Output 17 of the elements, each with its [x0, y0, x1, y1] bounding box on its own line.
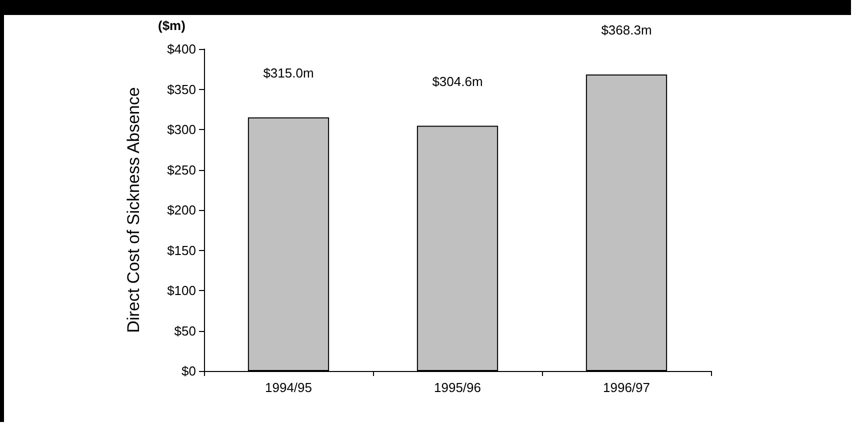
- y-axis-title: Direct Cost of Sickness Absence: [124, 87, 143, 333]
- y-tick-label: $350: [167, 82, 196, 97]
- data-label: $304.6m: [432, 74, 483, 89]
- text: ($m): [158, 18, 186, 33]
- y-tick-label: $400: [167, 42, 196, 56]
- y-tick-label: $200: [167, 202, 196, 218]
- y-tick-label: $150: [167, 242, 196, 258]
- y-tick-label: $50: [174, 323, 196, 338]
- x-tick-label: 1996/97: [603, 380, 650, 395]
- y-tick-label: $300: [167, 122, 196, 137]
- y-tick-label: $0: [182, 364, 196, 378]
- data-label: $368.3m: [601, 22, 652, 38]
- y-tick-label: $250: [167, 162, 196, 178]
- x-tick-label: 1995/96: [434, 380, 481, 395]
- y-tick-label: $100: [167, 283, 196, 298]
- x-tick-label: 1994/95: [265, 380, 312, 395]
- data-label: $315.0m: [263, 65, 314, 80]
